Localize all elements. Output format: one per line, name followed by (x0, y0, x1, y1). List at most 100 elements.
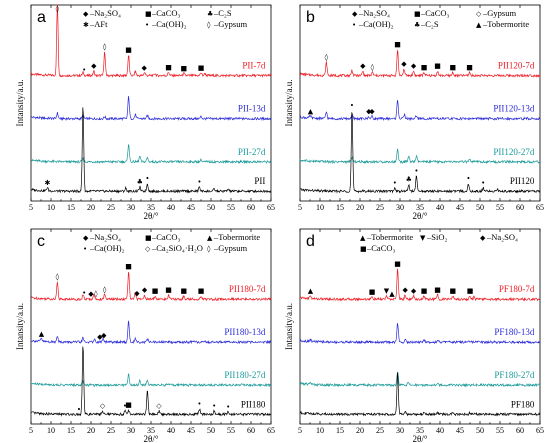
series-label: PII180-7d (229, 284, 266, 294)
peak-marker: ◊ (94, 290, 98, 298)
series-line-PII180-13d (30, 320, 272, 345)
peak-marker: ◆ (134, 290, 140, 298)
peak-marker: ◆ (411, 62, 417, 70)
peak-marker: ■ (421, 287, 428, 295)
x-tick-label: 55 (496, 426, 504, 435)
peak-marker: • (197, 178, 201, 186)
x-tick-label: 10 (47, 203, 55, 212)
peak-marker: • (350, 101, 354, 109)
peak-marker: ◆ (401, 60, 407, 68)
legend-symbol: ▲ (476, 21, 482, 29)
peak-marker: ■ (165, 286, 172, 294)
legend-label: –Gypsum (213, 19, 247, 29)
x-tick-label: 5 (29, 203, 33, 212)
x-tick-label: 25 (107, 203, 115, 212)
series-line-PII-7d (30, 4, 272, 78)
peak-marker: ◆ (91, 62, 97, 70)
legend-label: –Gypsum (482, 8, 516, 18)
peak-marker: ◆ (142, 64, 148, 72)
peak-marker: ◊ (103, 43, 107, 51)
legend-symbol: ◇ (145, 245, 151, 253)
x-tick-label: 35 (147, 426, 155, 435)
legend-label: –CaCO₃ (366, 243, 396, 253)
peak-marker: • (82, 66, 86, 74)
x-tick-label: 20 (87, 203, 95, 212)
x-tick-label: 25 (376, 426, 384, 435)
series-line-PF180-27d (299, 371, 541, 388)
series-line-PF180 (299, 372, 541, 417)
series-line-PII120-7d (299, 49, 541, 78)
plot-frame (30, 4, 272, 202)
x-tick-label: 10 (47, 426, 55, 435)
x-tick-label: 50 (207, 203, 215, 212)
legend-label: –C₂S (420, 19, 439, 29)
series-line-PII180-7d (31, 272, 272, 302)
x-tick-label: 35 (147, 203, 155, 212)
legend-label: –Ca(OH)₂ (358, 19, 394, 29)
legend-symbol: • (352, 21, 356, 29)
x-tick-label: 30 (127, 203, 135, 212)
x-tick-label: 50 (476, 203, 484, 212)
peak-marker: • (77, 405, 81, 413)
panel-letter: b (306, 9, 315, 26)
x-tick-label: 35 (416, 426, 424, 435)
y-axis-label: Intansity/a.u. (284, 80, 294, 127)
legend: ◆ –Na₂SO₄ ■ –CaCO₃ ♣ –C₂S ✱ –AFt • –Ca(OH)₂ ◊ –Gyps… (83, 8, 247, 29)
series-line-PII-13d (30, 96, 272, 122)
peak-marker: ■ (165, 63, 172, 71)
peak-marker: • (212, 402, 216, 410)
legend-symbol: ■ (145, 10, 152, 18)
legend: ◆ –Na₂SO₄ ■ –CaCO₃ ▲ –Tobermorite • –Ca(OH)₂ ◇ –C… (83, 232, 260, 253)
series-label: PII-27d (238, 147, 266, 157)
x-tick-label: 55 (227, 203, 235, 212)
legend-label: –Gypsum (213, 243, 247, 253)
x-tick-label: 50 (207, 426, 215, 435)
legend-label: –CaCO₃ (151, 8, 181, 18)
legend-symbol: ♣ (414, 21, 420, 29)
x-axis-label: 2θ/° (413, 211, 428, 221)
peak-marker: ◇ (156, 402, 162, 410)
y-axis-label: Intansity/a.u. (15, 80, 25, 127)
legend-symbol: ■ (145, 234, 152, 242)
peak-marker: • (226, 403, 230, 411)
x-tick-label: 60 (516, 426, 524, 435)
peak-marker: ■ (180, 287, 187, 295)
x-tick-label: 60 (516, 203, 524, 212)
x-tick-label: 15 (67, 426, 75, 435)
legend-symbol: ◆ (480, 234, 486, 242)
peak-marker: ■ (125, 46, 132, 54)
panel-letter: d (306, 233, 315, 250)
legend-label: –SiO₂ (426, 232, 447, 242)
legend-symbol: ♣ (207, 10, 213, 18)
peak-marker: ◆ (403, 286, 409, 294)
peak-marker: ■ (125, 262, 132, 270)
peak-marker: • (466, 175, 470, 183)
peak-marker: ■ (198, 64, 205, 72)
x-tick-label: 15 (336, 203, 344, 212)
legend-label: –Ca₂SiO₄·H₂O (151, 243, 203, 253)
x-tick-label: 45 (456, 203, 464, 212)
series-label: PII (254, 176, 265, 186)
peak-marker: ♣ (406, 176, 412, 184)
legend-symbol: ◇ (476, 10, 482, 18)
peak-marker: ▲ (389, 290, 395, 298)
legend-label: –Tobermorite (366, 232, 413, 242)
x-tick-label: 20 (356, 203, 364, 212)
peak-marker: • (414, 167, 418, 175)
x-tick-label: 40 (167, 426, 175, 435)
x-tick-label: 45 (187, 426, 195, 435)
legend-label: –AFt (89, 19, 108, 29)
peak-marker: ■ (394, 260, 401, 268)
x-tick-label: 30 (396, 426, 404, 435)
x-axis-label: 2θ/° (144, 434, 159, 443)
legend-label: –Tobermorite (482, 19, 529, 29)
series-label: PII120-27d (493, 147, 534, 157)
peak-marker: ◆ (366, 108, 372, 116)
peak-marker: • (145, 175, 149, 183)
series-line-PF180-13d (299, 323, 541, 345)
series-label: PF180-27d (494, 370, 535, 380)
legend-label: –Na₂SO₄ (486, 232, 518, 242)
x-tick-label: 20 (356, 426, 364, 435)
x-tick-label: 40 (436, 203, 444, 212)
peak-marker: ■ (125, 401, 132, 409)
